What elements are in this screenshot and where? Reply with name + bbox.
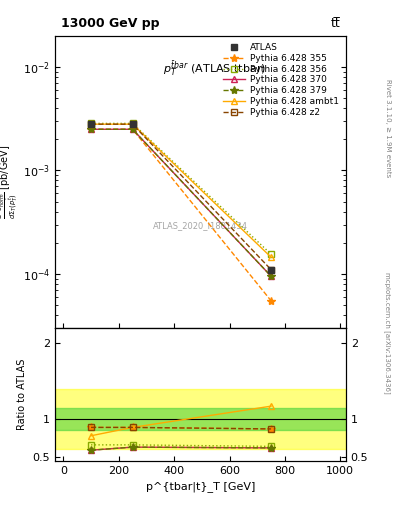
Text: mcplots.cern.ch [arXiv:1306.3436]: mcplots.cern.ch [arXiv:1306.3436] <box>384 272 391 394</box>
X-axis label: p^{tbar|t}_T [GeV]: p^{tbar|t}_T [GeV] <box>146 481 255 492</box>
Text: 13000 GeV pp: 13000 GeV pp <box>61 17 159 30</box>
Bar <box>55 408 346 431</box>
Bar <box>55 389 346 450</box>
Y-axis label: Ratio to ATLAS: Ratio to ATLAS <box>17 359 27 430</box>
Text: ATLAS_2020_I1801434: ATLAS_2020_I1801434 <box>153 221 248 230</box>
Legend: ATLAS, Pythia 6.428 355, Pythia 6.428 356, Pythia 6.428 370, Pythia 6.428 379, P: ATLAS, Pythia 6.428 355, Pythia 6.428 35… <box>220 40 342 120</box>
Text: tt̅: tt̅ <box>330 17 340 30</box>
Y-axis label: $\frac{d^2\sigma_{norm}}{d\Sigma_T(p_T^{\bar{t}})}$ [pb/GeV]: $\frac{d^2\sigma_{norm}}{d\Sigma_T(p_T^{… <box>0 145 20 219</box>
Text: $p_T^{\bar{t}bar}$ (ATLAS ttbar): $p_T^{\bar{t}bar}$ (ATLAS ttbar) <box>163 59 266 78</box>
Text: Rivet 3.1.10, ≥ 1.9M events: Rivet 3.1.10, ≥ 1.9M events <box>385 79 391 177</box>
